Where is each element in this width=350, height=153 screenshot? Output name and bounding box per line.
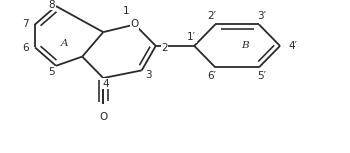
Text: 5: 5 (49, 67, 55, 77)
Text: 4: 4 (103, 79, 109, 89)
Text: O: O (99, 112, 107, 122)
Text: 1: 1 (123, 6, 129, 17)
Text: B: B (241, 41, 249, 50)
Text: 3: 3 (146, 70, 152, 80)
Text: 3′: 3′ (257, 11, 266, 21)
Text: 7: 7 (22, 19, 28, 29)
Text: 2′: 2′ (207, 11, 216, 21)
Text: O: O (131, 19, 139, 30)
Text: 4′: 4′ (289, 41, 298, 51)
Text: 2: 2 (161, 43, 168, 53)
Text: A: A (60, 39, 68, 48)
Text: 5′: 5′ (257, 71, 266, 81)
Text: 1′: 1′ (187, 32, 196, 43)
Text: 6: 6 (22, 43, 28, 53)
Text: 6′: 6′ (207, 71, 216, 81)
Text: 8: 8 (49, 0, 55, 10)
